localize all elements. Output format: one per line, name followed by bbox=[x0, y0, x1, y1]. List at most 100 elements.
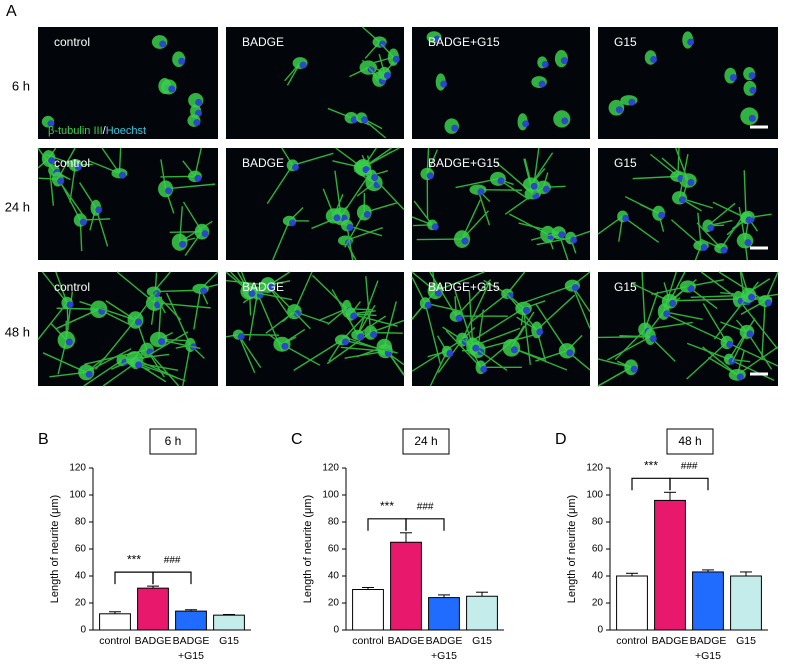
nucleus bbox=[135, 361, 143, 369]
nucleus bbox=[79, 218, 87, 226]
nucleus bbox=[530, 182, 538, 190]
nucleus bbox=[749, 86, 757, 94]
condition-label: G15 bbox=[614, 156, 637, 170]
x-tick-line: BADGE bbox=[173, 635, 210, 647]
cell bbox=[502, 338, 521, 357]
y-tick-label: 100 bbox=[586, 490, 603, 501]
neurite bbox=[668, 314, 728, 344]
bar bbox=[654, 499, 686, 631]
neurite bbox=[102, 362, 137, 387]
nucleus bbox=[341, 338, 349, 346]
neurite bbox=[429, 351, 448, 387]
neurite bbox=[712, 201, 747, 219]
nucleus bbox=[669, 299, 677, 307]
nucleus bbox=[57, 177, 65, 185]
neurite bbox=[472, 327, 521, 347]
nucleus bbox=[628, 98, 636, 106]
nucleus bbox=[346, 223, 354, 231]
condition-label: BADGE bbox=[242, 156, 284, 170]
neurite bbox=[357, 304, 376, 336]
nucleus bbox=[649, 335, 657, 343]
neurite bbox=[622, 215, 660, 243]
nucleus bbox=[446, 349, 454, 357]
neurite bbox=[435, 271, 485, 292]
neurite bbox=[237, 334, 256, 374]
neurite bbox=[597, 336, 651, 339]
nucleus bbox=[687, 38, 695, 46]
neurite bbox=[371, 175, 405, 211]
nucleus bbox=[663, 310, 671, 318]
nucleus bbox=[748, 114, 756, 122]
neurite bbox=[135, 331, 189, 364]
nucleus bbox=[440, 80, 448, 88]
condition-label: control bbox=[54, 156, 90, 170]
neurite bbox=[736, 346, 779, 376]
x-tick-line: BADGE bbox=[652, 635, 689, 647]
cell bbox=[553, 110, 571, 128]
nucleus bbox=[542, 185, 550, 193]
stain-part: Hoechst bbox=[106, 125, 146, 137]
nucleus bbox=[720, 246, 728, 254]
y-tick-label: 100 bbox=[322, 490, 339, 501]
condition-label: G15 bbox=[614, 35, 637, 49]
nucleus bbox=[497, 177, 505, 185]
nucleus bbox=[168, 85, 176, 93]
title-box bbox=[149, 428, 197, 455]
bar bbox=[137, 587, 169, 631]
y-tick-label: 60 bbox=[75, 544, 87, 555]
y-tick-label: 120 bbox=[69, 463, 86, 474]
micrograph bbox=[38, 27, 218, 139]
x-tick-line: G15 bbox=[472, 635, 492, 647]
neurite bbox=[702, 303, 728, 343]
nucleus bbox=[522, 120, 530, 128]
neurite bbox=[713, 294, 750, 340]
x-tick-label: control bbox=[352, 635, 384, 647]
neurite bbox=[311, 274, 348, 310]
nucleus bbox=[431, 223, 439, 231]
nucleus bbox=[560, 57, 568, 65]
nucleus bbox=[350, 312, 358, 320]
significance-bracket bbox=[367, 518, 407, 531]
x-tick-label: BADGE bbox=[135, 635, 172, 647]
x-tick-label: BADGE +G15 bbox=[690, 635, 727, 662]
micrograph bbox=[37, 271, 219, 387]
neurite bbox=[342, 339, 398, 354]
micrograph bbox=[597, 271, 779, 387]
nucleus bbox=[729, 74, 737, 82]
condition-label: control bbox=[54, 280, 90, 294]
nucleus bbox=[248, 289, 256, 297]
nucleus bbox=[687, 179, 695, 187]
nucleus bbox=[745, 216, 753, 224]
nucleus bbox=[538, 80, 546, 88]
panel-label: C bbox=[291, 431, 303, 448]
significance-label: *** bbox=[380, 499, 394, 513]
nucleus bbox=[622, 214, 630, 222]
nucleus bbox=[48, 157, 56, 165]
bar bbox=[99, 613, 131, 631]
neurite bbox=[146, 349, 180, 387]
x-tick-line: control bbox=[616, 635, 648, 647]
neurite bbox=[193, 288, 202, 330]
cell bbox=[728, 369, 746, 381]
nucleus bbox=[687, 284, 695, 292]
y-tick-label: 20 bbox=[75, 598, 87, 609]
nucleus bbox=[558, 231, 566, 239]
micrograph bbox=[225, 271, 405, 386]
x-tick-label: BADGE +G15 bbox=[426, 635, 463, 662]
bar bbox=[692, 571, 724, 631]
y-tick-label: 60 bbox=[592, 544, 604, 555]
nucleus bbox=[158, 338, 166, 346]
neurite bbox=[670, 219, 702, 247]
nucleus bbox=[195, 98, 203, 106]
nucleus bbox=[179, 240, 187, 248]
nucleus bbox=[47, 120, 55, 128]
nucleus bbox=[74, 163, 82, 171]
nucleus bbox=[700, 243, 708, 251]
bar bbox=[616, 575, 648, 631]
stain-part: / bbox=[103, 125, 107, 137]
neurite bbox=[511, 347, 568, 371]
nucleus bbox=[566, 349, 574, 357]
nucleus bbox=[472, 344, 480, 352]
neurite bbox=[522, 284, 573, 304]
